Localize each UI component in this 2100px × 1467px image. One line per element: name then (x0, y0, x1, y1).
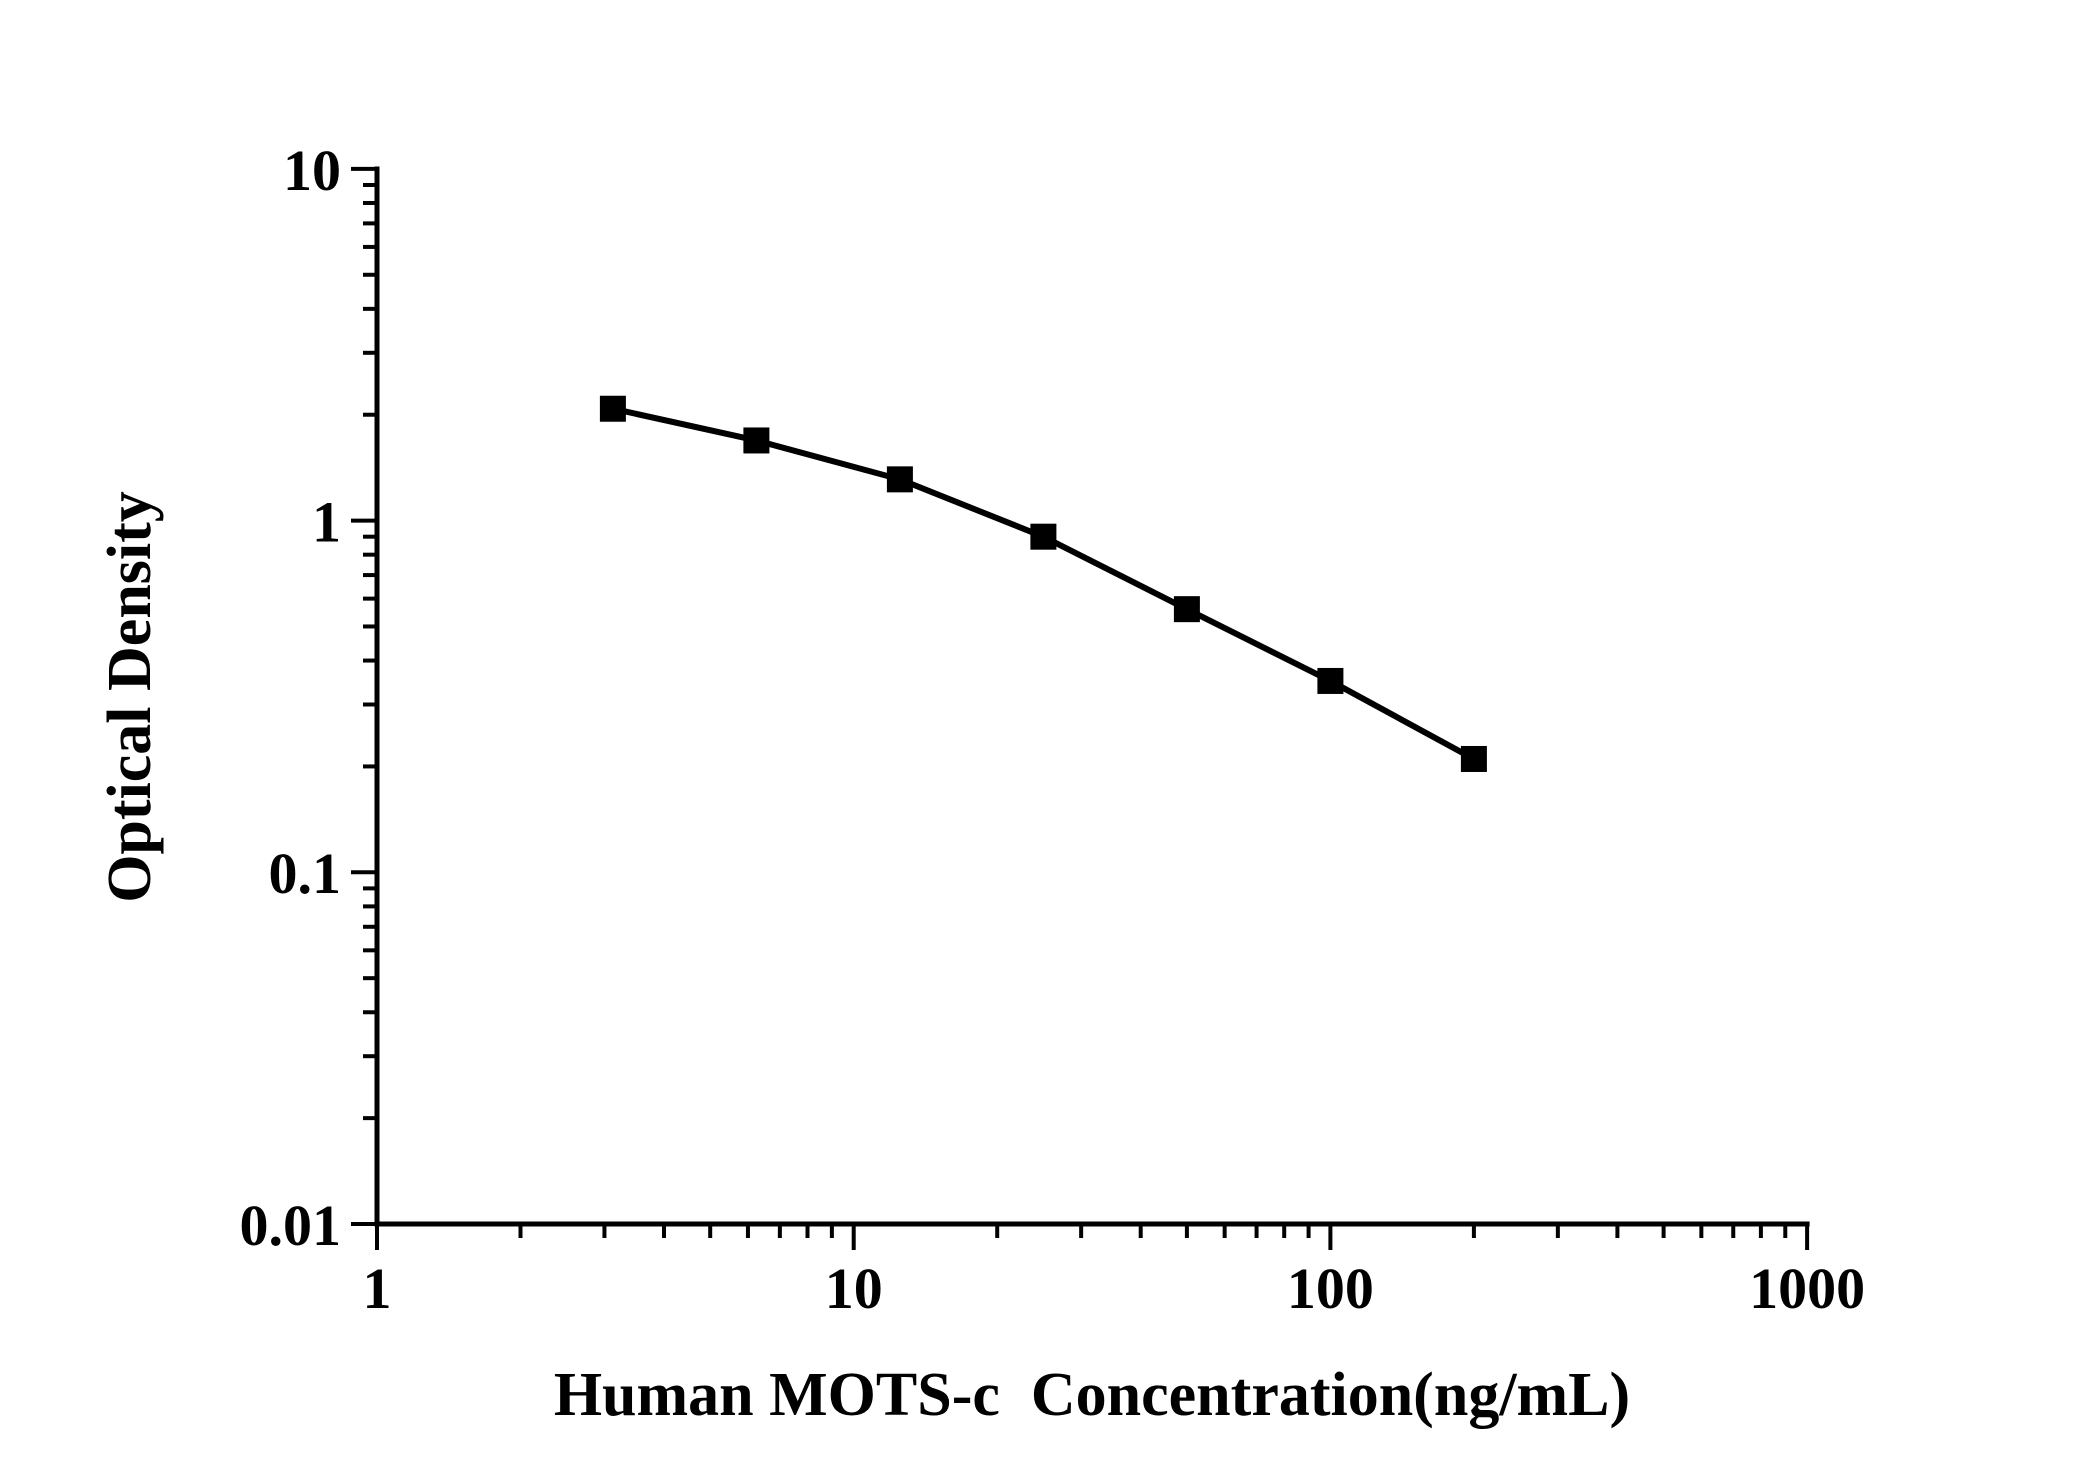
data-point-marker (599, 395, 626, 422)
ticks-group (351, 166, 1810, 1250)
data-point-marker (886, 466, 913, 493)
data-point-marker (1173, 596, 1200, 623)
x-tick-label: 10 (825, 1256, 883, 1321)
series-group (599, 395, 1487, 772)
y-tick-label: 10 (283, 138, 341, 203)
y-tick-label: 1 (312, 489, 341, 554)
y-axis-title: Optical Density (96, 491, 164, 903)
series-line (612, 405, 1476, 762)
y-tick-label: 0.1 (269, 841, 342, 906)
data-point-marker (1317, 667, 1344, 694)
y-tick-label: 0.01 (240, 1193, 342, 1258)
axes-group (374, 166, 1810, 1227)
x-tick-label: 1 (363, 1256, 392, 1321)
x-tick-label: 1000 (1749, 1256, 1865, 1321)
data-point-marker (1030, 523, 1057, 550)
tick-labels-group: 1 10 100 1000 10 1 0.1 0.01 (240, 138, 1866, 1321)
x-tick-label: 100 (1287, 1256, 1374, 1321)
data-point-marker (743, 427, 770, 454)
x-axis-title: Human MOTS-c Concentration(ng/mL) (554, 1361, 1630, 1429)
data-point-marker (1460, 745, 1487, 772)
